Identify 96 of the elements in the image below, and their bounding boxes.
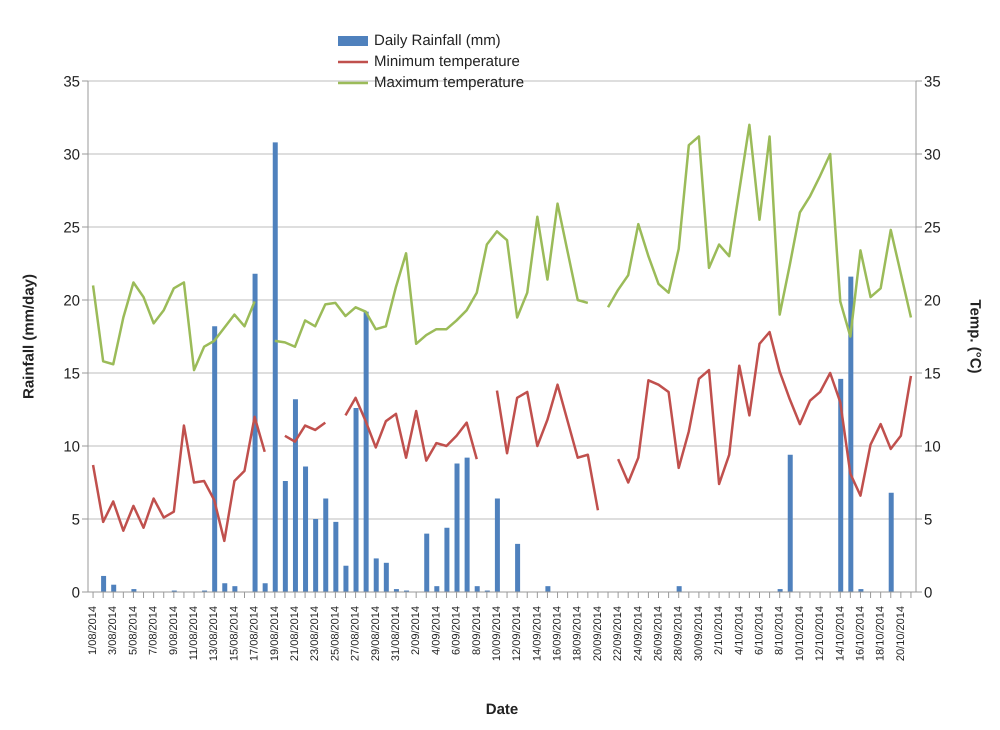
y-axis-title: Rainfall (mm/day) [20, 274, 38, 400]
bar [434, 586, 440, 592]
y2-tick-label: 25 [924, 219, 941, 236]
y2-tick-label: 30 [924, 146, 941, 164]
bar [384, 562, 389, 592]
legend-label: Maximum temperature [374, 74, 524, 91]
y-tick-label: 0 [72, 584, 80, 602]
legend-label: Minimum temperature [374, 53, 520, 70]
x-tick-label: 10/09/2014 [490, 606, 503, 662]
y-tick-label: 15 [63, 365, 80, 382]
bar [888, 492, 894, 592]
bar [232, 586, 238, 592]
bar [262, 583, 268, 592]
bar [788, 454, 793, 592]
x-tick-label: 23/08/2014 [309, 606, 322, 662]
x-tick-label: 27/08/2014 [350, 606, 362, 662]
bar [464, 458, 470, 592]
x-tick-label: 6/10/2014 [753, 606, 766, 655]
x-tick-label: 18/09/2014 [572, 606, 584, 662]
bar [848, 276, 854, 592]
bar [374, 558, 379, 592]
bar [494, 498, 500, 592]
bar [343, 566, 348, 592]
bar [282, 481, 288, 592]
y2-tick-label: 10 [924, 438, 941, 456]
y-tick-label: 20 [63, 292, 80, 310]
bar [252, 274, 258, 592]
x-tick-label: 21/08/2014 [289, 606, 301, 662]
x-tick-label: 12/10/2014 [814, 606, 826, 662]
bar [838, 378, 844, 592]
bar [676, 586, 682, 592]
x-tick-label: 3/08/2014 [107, 606, 120, 655]
bar [474, 586, 480, 592]
x-tick-label: 9/08/2014 [168, 606, 180, 655]
bar [222, 583, 228, 592]
bar [272, 142, 278, 592]
x-tick-label: 4/10/2014 [733, 606, 746, 655]
bar [424, 534, 430, 592]
y2-tick-label: 5 [924, 511, 932, 528]
bar [515, 544, 520, 592]
y-tick-label: 35 [63, 73, 80, 90]
x-axis-title: Date [486, 701, 518, 718]
x-tick-label: 18/10/2014 [874, 606, 887, 662]
y2-tick-label: 0 [924, 584, 932, 602]
x-tick-label: 1/08/2014 [87, 606, 100, 655]
x-tick-label: 12/09/2014 [511, 606, 524, 662]
bar [101, 576, 106, 592]
bar [292, 399, 298, 592]
x-tick-label: 13/08/2014 [208, 606, 220, 662]
x-tick-label: 19/08/2014 [268, 606, 281, 662]
bar [444, 528, 450, 592]
bar [323, 498, 328, 592]
x-tick-label: 20/09/2014 [592, 606, 604, 662]
x-tick-label: 2/09/2014 [410, 606, 422, 655]
legend-label: Daily Rainfall (mm) [374, 32, 501, 49]
x-tick-label: 4/09/2014 [430, 606, 442, 655]
x-tick-label: 17/08/2014 [248, 606, 261, 662]
x-tick-label: 31/08/2014 [390, 606, 402, 662]
x-tick-label: 2/10/2014 [713, 606, 726, 655]
x-tick-label: 16/09/2014 [552, 606, 564, 662]
bar [354, 408, 359, 592]
x-tick-label: 20/10/2014 [894, 606, 907, 662]
x-tick-label: 15/08/2014 [228, 606, 240, 662]
y-tick-label: 5 [72, 511, 80, 528]
y-tick-label: 10 [63, 438, 80, 456]
bar [303, 466, 308, 592]
x-tick-label: 16/10/2014 [854, 606, 866, 662]
bar [364, 312, 369, 592]
y2-axis-title: Temp. (°C) [966, 299, 984, 374]
y-tick-label: 30 [63, 146, 80, 164]
x-tick-label: 22/09/2014 [612, 606, 624, 662]
bar [111, 584, 116, 592]
x-tick-label: 26/09/2014 [652, 606, 665, 662]
x-tick-label: 24/09/2014 [632, 606, 644, 662]
y2-tick-label: 15 [924, 365, 941, 382]
x-tick-label: 10/10/2014 [794, 606, 806, 662]
x-tick-label: 25/08/2014 [329, 606, 342, 662]
x-tick-label: 6/09/2014 [450, 606, 463, 655]
x-tick-label: 14/09/2014 [531, 606, 544, 662]
y2-tick-label: 20 [924, 292, 941, 310]
x-tick-label: 8/10/2014 [774, 606, 786, 655]
bar [545, 586, 550, 592]
x-tick-label: 7/08/2014 [148, 606, 160, 655]
bar [313, 519, 318, 592]
x-tick-label: 11/08/2014 [188, 606, 200, 660]
y-tick-label: 25 [63, 219, 80, 236]
x-tick-label: 14/10/2014 [834, 606, 846, 662]
bar [333, 522, 338, 592]
bar [212, 326, 218, 592]
x-tick-label: 8/09/2014 [470, 606, 483, 655]
x-tick-label: 29/08/2014 [370, 606, 382, 662]
x-tick-label: 30/09/2014 [692, 606, 705, 662]
x-tick-label: 28/09/2014 [672, 606, 685, 662]
x-tick-label: 5/08/2014 [127, 606, 140, 655]
bar [454, 464, 460, 592]
y2-tick-label: 35 [924, 73, 941, 90]
